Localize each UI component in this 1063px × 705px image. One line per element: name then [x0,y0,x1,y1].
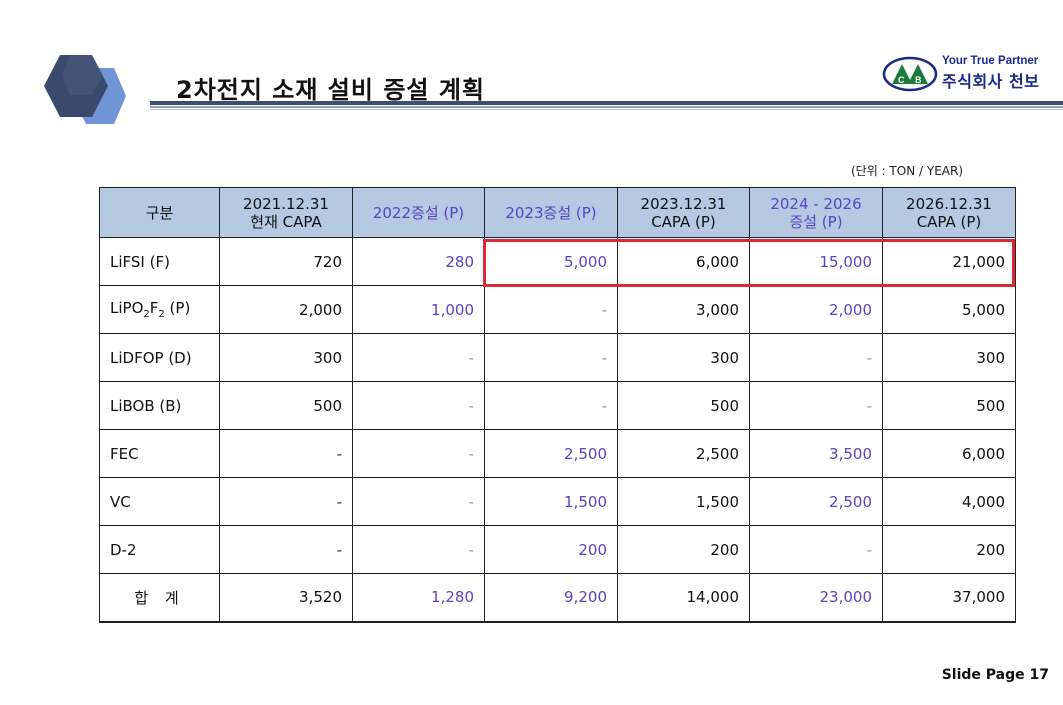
table-cell: 14,000 [617,573,750,623]
table-cell: 37,000 [882,573,1016,623]
table-row: LiBOB (B) 500 - - 500 - 500 [99,381,1016,430]
table-cell: 1,500 [617,477,750,526]
table-cell: 15,000 [749,237,883,286]
table-cell: 2,500 [617,429,750,478]
total-row: 합 계 3,520 1,280 9,200 14,000 23,000 37,0… [99,573,1016,623]
table-row: VC - - 1,500 1,500 2,500 4,000 [99,477,1016,526]
table-cell: - [219,477,353,526]
table-cell: 1,000 [352,285,485,334]
row-label: FEC [99,429,220,478]
table-header-row: 구분 2021.12.31 현재 CAPA 2022증설 (P) 2023증설 (… [99,187,1016,238]
slide-page-number: Slide Page 17 [941,667,1049,683]
unit-label: (단위 : TON / YEAR) [851,164,963,178]
table-cell: - [352,381,485,430]
table-cell: 300 [219,333,353,382]
table-cell: 200 [484,525,618,574]
table-cell: 3,000 [617,285,750,334]
table-cell: 500 [882,381,1016,430]
table-cell: - [749,333,883,382]
table-cell: - [484,381,618,430]
table-cell: - [219,429,353,478]
row-label: LiBOB (B) [99,381,220,430]
capa-table: 구분 2021.12.31 현재 CAPA 2022증설 (P) 2023증설 (… [99,187,1016,623]
table-row: D-2 - - 200 200 - 200 [99,525,1016,574]
table-cell: 3,520 [219,573,353,623]
title-rule [150,101,1063,105]
table-row: LiDFOP (D) 300 - - 300 - 300 [99,333,1016,382]
table-cell: 5,000 [484,237,618,286]
table-cell: 1,500 [484,477,618,526]
table-cell: 21,000 [882,237,1016,286]
title-rule-light [150,106,1063,108]
table-cell: 23,000 [749,573,883,623]
table-cell: - [352,477,485,526]
table-cell: - [749,525,883,574]
table-cell: 1,280 [352,573,485,623]
table-cell: 6,000 [617,237,750,286]
table-cell: 200 [617,525,750,574]
row-label: LiFSI (F) [99,237,220,286]
row-label: LiDFOP (D) [99,333,220,382]
company-brand: C B Your True Partner 주식회사 천보 [882,54,1057,94]
table-row: FEC - - 2,500 2,500 3,500 6,000 [99,429,1016,478]
table-cell: 200 [882,525,1016,574]
table-cell: 280 [352,237,485,286]
table-cell: - [219,525,353,574]
row-label: LiPO2F2 (P) [99,285,220,334]
title-rule-light2 [150,109,1063,110]
hexagon-logo-icon [44,55,126,124]
table-row: LiFSI (F) 720 280 5,000 6,000 15,000 21,… [99,237,1016,286]
table-cell: 6,000 [882,429,1016,478]
table-cell: - [352,525,485,574]
table-cell: 500 [219,381,353,430]
header-2021-capa: 2021.12.31 현재 CAPA [219,187,353,238]
header-2023-capa: 2023.12.31 CAPA (P) [617,187,750,238]
table-cell: 500 [617,381,750,430]
page-title: 2차전지 소재 설비 증설 계획 [176,76,486,104]
table-cell: 3,500 [749,429,883,478]
table-cell: 2,000 [219,285,353,334]
row-label: D-2 [99,525,220,574]
table-cell: 4,000 [882,477,1016,526]
table-cell: - [352,333,485,382]
emblem-letter-c: C [898,75,905,85]
company-emblem-icon: C B [882,56,938,92]
table-cell: 720 [219,237,353,286]
brand-tagline: Your True Partner [942,55,1039,67]
table-cell: 9,200 [484,573,618,623]
table-row: LiPO2F2 (P) 2,000 1,000 - 3,000 2,000 5,… [99,285,1016,334]
table-cell: 2,000 [749,285,883,334]
brand-name: 주식회사 천보 [942,72,1040,91]
header-2026-capa: 2026.12.31 CAPA (P) [882,187,1016,238]
total-label: 합 계 [99,573,220,623]
table-cell: - [484,285,618,334]
table-cell: 300 [882,333,1016,382]
table-cell: - [352,429,485,478]
emblem-letter-b: B [915,75,922,85]
row-label: VC [99,477,220,526]
table-cell: - [484,333,618,382]
table-cell: 2,500 [749,477,883,526]
header-2022-expansion: 2022증설 (P) [352,187,485,238]
table-cell: 300 [617,333,750,382]
header-category: 구분 [99,187,220,238]
table-cell: - [749,381,883,430]
table-cell: 2,500 [484,429,618,478]
header-2023-expansion: 2023증설 (P) [484,187,618,238]
header-2024-2026-expansion: 2024 - 2026 증설 (P) [749,187,883,238]
table-cell: 5,000 [882,285,1016,334]
